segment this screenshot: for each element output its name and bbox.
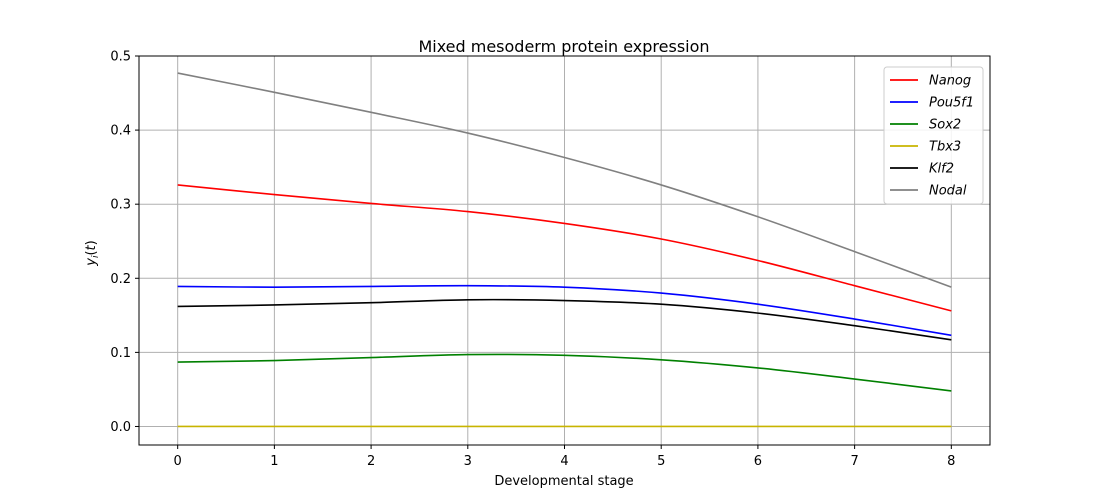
legend-label-nodal: Nodal (929, 184, 967, 199)
x-axis-title: Developmental stage (494, 474, 633, 489)
x-tick-label: 0 (174, 454, 182, 469)
axis-ticks: 0 1 2 3 4 5 6 7 8 0.0 0.1 0.2 0.3 0.4 0.5 (110, 50, 955, 470)
x-tick-label: 7 (850, 454, 858, 469)
y-tick-label: 0.5 (110, 50, 131, 65)
legend-label-sox2: Sox2 (929, 118, 961, 133)
y-tick-label: 0.3 (110, 198, 131, 213)
series-line-sox2 (177, 353, 952, 392)
legend-label-klf2: Klf2 (929, 162, 954, 177)
series-lines (177, 72, 952, 428)
legend-label-tbx3: Tbx3 (929, 140, 961, 155)
series-line-pou5f1 (177, 284, 952, 337)
x-tick-label: 1 (270, 454, 278, 469)
grid (139, 55, 990, 445)
x-tick-label: 5 (657, 454, 665, 469)
y-tick-label: 0.4 (110, 124, 131, 139)
x-tick-label: 3 (464, 454, 472, 469)
legend: Nanog Pou5f1 Sox2 Tbx3 Klf2 Nodal (883, 66, 984, 205)
y-tick-label: 0.2 (110, 272, 131, 287)
x-tick-label: 4 (560, 454, 568, 469)
y-axis-title: yi(t) (84, 240, 101, 266)
series-line-klf2 (177, 298, 952, 341)
y-tick-label: 0.0 (110, 420, 131, 435)
legend-label-pou5f1: Pou5f1 (929, 96, 974, 111)
chart-title: Mixed mesoderm protein expression (418, 37, 709, 56)
x-tick-label: 6 (754, 454, 762, 469)
x-tick-label: 2 (367, 454, 375, 469)
series-line-nodal (177, 72, 952, 288)
y-tick-label: 0.1 (110, 346, 131, 361)
x-tick-label: 8 (947, 454, 955, 469)
legend-label-nanog: Nanog (929, 74, 971, 89)
series-line-nanog (177, 184, 952, 312)
